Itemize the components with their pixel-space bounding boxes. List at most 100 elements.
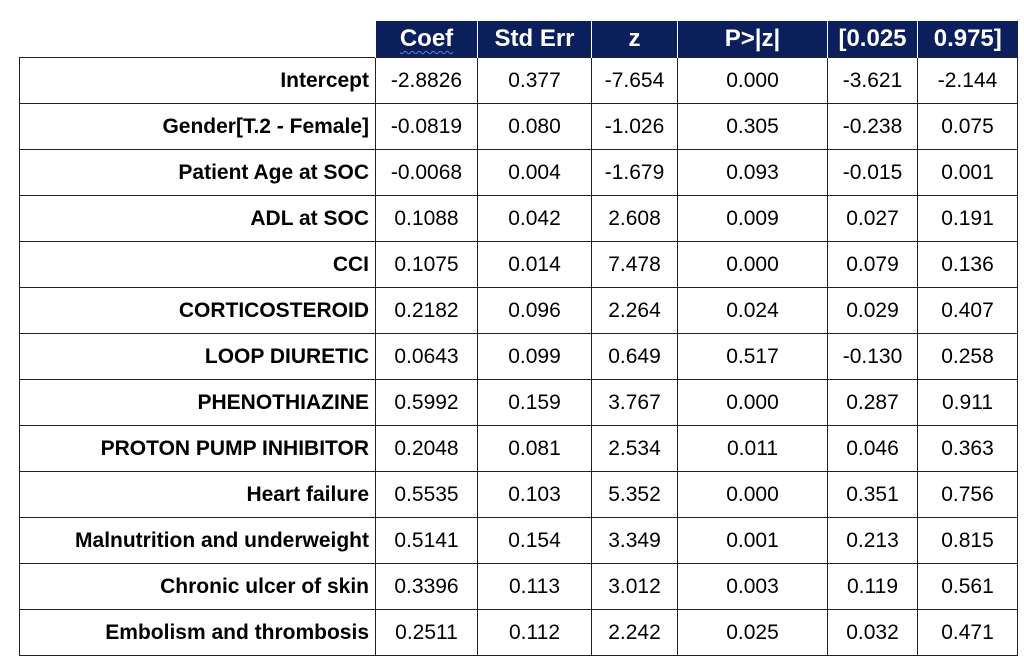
row-label: Gender[T.2 - Female] xyxy=(19,103,376,150)
ci-low-cell: 0.027 xyxy=(827,195,918,242)
ci-low-cell: 0.029 xyxy=(827,287,918,334)
std-err-cell: 0.154 xyxy=(477,517,592,564)
ci-high-cell: 0.407 xyxy=(917,287,1018,334)
row-label: Intercept xyxy=(19,57,376,104)
p-value-cell: 0.003 xyxy=(677,563,828,610)
p-value-cell: 0.011 xyxy=(677,425,828,472)
ci-low-cell: 0.079 xyxy=(827,241,918,288)
ci-high-cell: 0.815 xyxy=(917,517,1018,564)
row-label: Embolism and thrombosis xyxy=(19,609,376,656)
table-row: CCI 0.1075 0.014 7.478 0.000 0.079 0.136 xyxy=(19,241,1018,288)
coef-cell: 0.2182 xyxy=(375,287,478,334)
table-row: Patient Age at SOC -0.0068 0.004 -1.679 0.09… xyxy=(19,149,1018,196)
header-blank xyxy=(19,21,376,58)
std-err-cell: 0.096 xyxy=(477,287,592,334)
table-row: CORTICOSTEROID 0.2182 0.096 2.264 0.024 0.029… xyxy=(19,287,1018,334)
std-err-cell: 0.042 xyxy=(477,195,592,242)
p-value-cell: 0.093 xyxy=(677,149,828,196)
z-cell: 2.242 xyxy=(591,609,678,656)
z-cell: 2.608 xyxy=(591,195,678,242)
ci-low-cell: 0.351 xyxy=(827,471,918,518)
ci-high-cell: 0.001 xyxy=(917,149,1018,196)
ci-low-cell: -0.015 xyxy=(827,149,918,196)
table-row: PROTON PUMP INHIBITOR 0.2048 0.081 2.534 0.0… xyxy=(19,425,1018,472)
ci-low-cell: 0.046 xyxy=(827,425,918,472)
std-err-cell: 0.014 xyxy=(477,241,592,288)
ci-low-cell: 0.119 xyxy=(827,563,918,610)
coef-cell: 0.5141 xyxy=(375,517,478,564)
table-header: Coef Std Err z P>|z| [0.025 0.975] xyxy=(19,21,1018,58)
ci-high-cell: 0.756 xyxy=(917,471,1018,518)
p-value-cell: 0.001 xyxy=(677,517,828,564)
regression-table: Coef Std Err z P>|z| [0.025 0.975] Inter… xyxy=(19,21,1018,656)
header-std-err: Std Err xyxy=(477,21,592,58)
ci-low-cell: 0.032 xyxy=(827,609,918,656)
coef-cell: 0.2511 xyxy=(375,609,478,656)
p-value-cell: 0.305 xyxy=(677,103,828,150)
table-row: Embolism and thrombosis 0.2511 0.112 2.242 0… xyxy=(19,609,1018,656)
std-err-cell: 0.081 xyxy=(477,425,592,472)
table-row: Intercept -2.8826 0.377 -7.654 0.000 -3.621 -2… xyxy=(19,57,1018,104)
p-value-cell: 0.000 xyxy=(677,471,828,518)
coef-cell: -0.0068 xyxy=(375,149,478,196)
std-err-cell: 0.112 xyxy=(477,609,592,656)
coef-cell: 0.5535 xyxy=(375,471,478,518)
z-cell: 2.264 xyxy=(591,287,678,334)
ci-high-cell: 0.258 xyxy=(917,333,1018,380)
table-row: Malnutrition and underweight 0.5141 0.154 3… xyxy=(19,517,1018,564)
z-cell: -1.026 xyxy=(591,103,678,150)
ci-high-cell: 0.136 xyxy=(917,241,1018,288)
coef-cell: 0.3396 xyxy=(375,563,478,610)
ci-high-cell: 0.191 xyxy=(917,195,1018,242)
z-cell: 7.478 xyxy=(591,241,678,288)
header-z: z xyxy=(591,21,678,58)
z-cell: 2.534 xyxy=(591,425,678,472)
ci-high-cell: 0.911 xyxy=(917,379,1018,426)
ci-low-cell: -0.238 xyxy=(827,103,918,150)
p-value-cell: 0.000 xyxy=(677,379,828,426)
coef-cell: 0.2048 xyxy=(375,425,478,472)
coef-cell: -2.8826 xyxy=(375,57,478,104)
ci-low-cell: -0.130 xyxy=(827,333,918,380)
z-cell: 0.649 xyxy=(591,333,678,380)
table-body: Intercept -2.8826 0.377 -7.654 0.000 -3.621 -2… xyxy=(19,57,1018,656)
z-cell: 3.012 xyxy=(591,563,678,610)
z-cell: -7.654 xyxy=(591,57,678,104)
coef-cell: 0.0643 xyxy=(375,333,478,380)
header-p-value: P>|z| xyxy=(677,21,828,58)
ci-high-cell: -2.144 xyxy=(917,57,1018,104)
row-label: CCI xyxy=(19,241,376,288)
ci-low-cell: 0.213 xyxy=(827,517,918,564)
row-label: Patient Age at SOC xyxy=(19,149,376,196)
p-value-cell: 0.000 xyxy=(677,57,828,104)
std-err-cell: 0.004 xyxy=(477,149,592,196)
ci-high-cell: 0.363 xyxy=(917,425,1018,472)
header-ci-low: [0.025 xyxy=(827,21,918,58)
row-label: Malnutrition and underweight xyxy=(19,517,376,564)
coef-cell: -0.0819 xyxy=(375,103,478,150)
p-value-cell: 0.517 xyxy=(677,333,828,380)
row-label: PROTON PUMP INHIBITOR xyxy=(19,425,376,472)
row-label: Chronic ulcer of skin xyxy=(19,563,376,610)
ci-high-cell: 0.471 xyxy=(917,609,1018,656)
row-label: PHENOTHIAZINE xyxy=(19,379,376,426)
table-row: Gender[T.2 - Female] -0.0819 0.080 -1.026 0.… xyxy=(19,103,1018,150)
ci-low-cell: 0.287 xyxy=(827,379,918,426)
ci-high-cell: 0.561 xyxy=(917,563,1018,610)
std-err-cell: 0.159 xyxy=(477,379,592,426)
std-err-cell: 0.103 xyxy=(477,471,592,518)
row-label: ADL at SOC xyxy=(19,195,376,242)
std-err-cell: 0.377 xyxy=(477,57,592,104)
row-label: Heart failure xyxy=(19,471,376,518)
std-err-cell: 0.080 xyxy=(477,103,592,150)
p-value-cell: 0.024 xyxy=(677,287,828,334)
ci-high-cell: 0.075 xyxy=(917,103,1018,150)
std-err-cell: 0.113 xyxy=(477,563,592,610)
z-cell: -1.679 xyxy=(591,149,678,196)
row-label: LOOP DIURETIC xyxy=(19,333,376,380)
table-row: Heart failure 0.5535 0.103 5.352 0.000 0.351 0… xyxy=(19,471,1018,518)
table-row: Chronic ulcer of skin 0.3396 0.113 3.012 0.0… xyxy=(19,563,1018,610)
std-err-cell: 0.099 xyxy=(477,333,592,380)
header-coef: Coef xyxy=(375,21,478,58)
z-cell: 3.349 xyxy=(591,517,678,564)
